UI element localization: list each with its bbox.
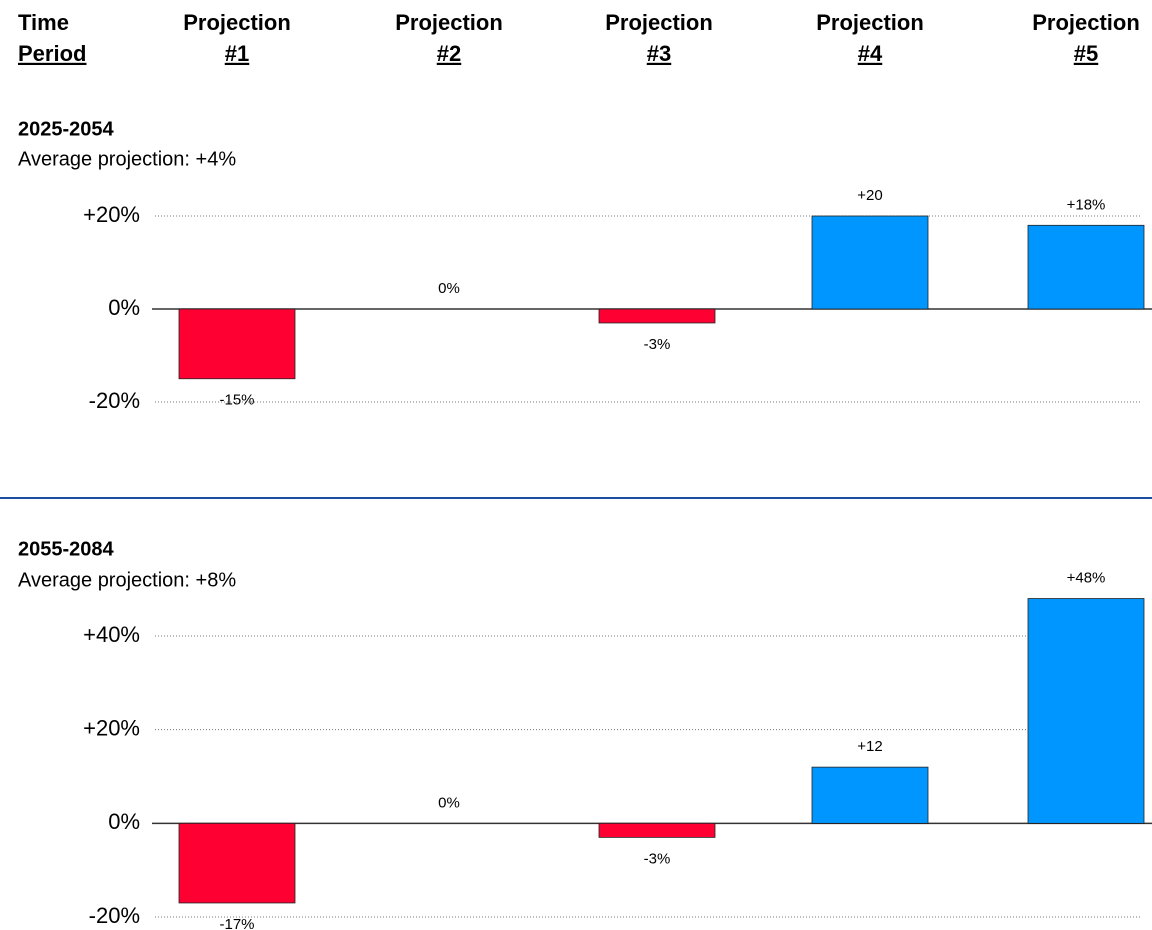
bar [811, 766, 929, 824]
header-label: Period [18, 41, 86, 66]
y-tick-label: -20% [89, 388, 140, 413]
bar [1027, 224, 1145, 310]
y-tick-label: -20% [89, 903, 140, 928]
chart-subtitle: Average projection: +4% [18, 148, 236, 170]
header-label: #5 [1074, 41, 1098, 66]
y-tick-label: 0% [108, 809, 140, 834]
value-label: -17% [219, 916, 254, 930]
bar [598, 308, 716, 324]
header-label: Projection [395, 10, 503, 35]
y-tick-label: +20% [83, 202, 140, 227]
header-label: #1 [225, 41, 249, 66]
header-label: Projection [183, 10, 291, 35]
header-label: Projection [1032, 10, 1140, 35]
header-label: Projection [816, 10, 924, 35]
value-label: -3% [644, 336, 671, 353]
header-label: #4 [858, 41, 883, 66]
chart-title: 2025-2054 [18, 118, 115, 140]
bar [811, 215, 929, 310]
header-label: #2 [437, 41, 461, 66]
value-label: -15% [219, 392, 254, 409]
y-tick-label: +20% [83, 715, 140, 740]
header-label: #3 [647, 41, 671, 66]
value-label: -3% [644, 850, 671, 867]
value-label: +48% [1067, 570, 1106, 587]
value-label: 0% [438, 280, 460, 297]
value-label: +12 [857, 738, 882, 755]
bar [178, 822, 296, 904]
bar [178, 308, 296, 380]
bar [1027, 598, 1145, 824]
y-tick-label: 0% [108, 295, 140, 320]
header-label: Projection [605, 10, 713, 35]
bar [598, 822, 716, 838]
value-label: +18% [1067, 196, 1106, 213]
value-label: +20 [857, 187, 882, 204]
chart-title: 2055-2084 [18, 538, 115, 560]
header-label: Time [18, 10, 69, 35]
y-tick-label: +40% [83, 622, 140, 647]
chart-subtitle: Average projection: +8% [18, 569, 236, 591]
value-label: 0% [438, 794, 460, 811]
